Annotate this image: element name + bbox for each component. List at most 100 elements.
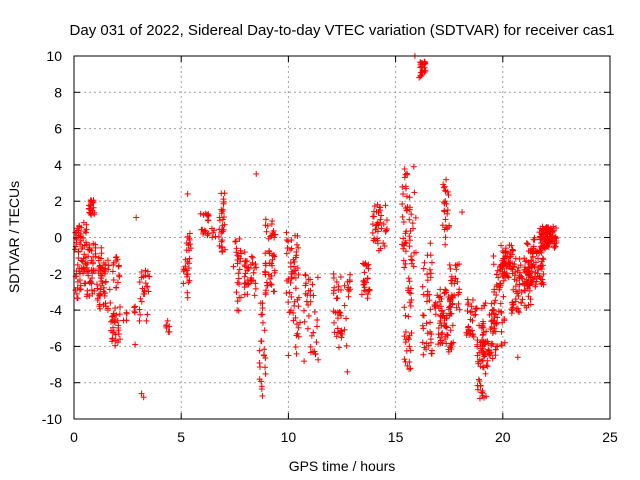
data-point: [305, 287, 312, 294]
data-point: [183, 271, 190, 278]
data-point: [333, 278, 340, 285]
data-point: [474, 341, 481, 348]
data-point: [364, 295, 371, 302]
data-point: [402, 183, 409, 190]
x-tick-label: 25: [602, 429, 618, 445]
data-point: [527, 296, 534, 303]
data-point: [421, 259, 428, 266]
data-point: [131, 309, 138, 316]
data-point: [542, 238, 549, 245]
data-point: [98, 244, 105, 251]
data-point: [449, 322, 456, 329]
data-point: [481, 394, 488, 401]
data-point: [488, 300, 495, 307]
data-point: [476, 378, 483, 385]
data-point: [220, 214, 227, 221]
data-point: [403, 193, 410, 200]
data-point: [525, 248, 532, 255]
data-point: [140, 394, 147, 401]
data-point: [515, 264, 522, 271]
data-point: [406, 278, 413, 285]
data-point: [510, 301, 517, 308]
data-point: [443, 176, 450, 183]
data-point: [427, 270, 434, 277]
data-point: [446, 224, 453, 231]
data-point: [406, 366, 413, 373]
data-point: [510, 263, 517, 270]
data-point: [440, 181, 447, 188]
data-point: [270, 227, 277, 234]
data-point: [270, 251, 277, 258]
data-point: [294, 296, 301, 303]
data-point: [262, 370, 269, 377]
data-point: [241, 249, 248, 256]
data-point: [492, 328, 499, 335]
data-point: [529, 274, 536, 281]
data-point: [362, 288, 369, 295]
data-point: [285, 352, 292, 359]
data-point: [440, 312, 447, 319]
data-point: [138, 390, 145, 397]
data-point: [285, 299, 292, 306]
data-point: [272, 231, 279, 238]
data-point: [479, 357, 486, 364]
data-point: [489, 340, 496, 347]
data-point: [477, 363, 484, 370]
data-point: [443, 324, 450, 331]
data-point: [489, 307, 496, 314]
data-point: [110, 312, 117, 319]
data-point: [85, 253, 92, 260]
data-point: [442, 234, 449, 241]
data-point: [399, 201, 406, 208]
data-point: [537, 234, 544, 241]
data-point: [133, 214, 140, 221]
data-point: [512, 269, 519, 276]
data-point: [406, 358, 413, 365]
data-point: [109, 268, 116, 275]
data-point: [251, 292, 258, 299]
data-point: [83, 226, 90, 233]
data-point: [406, 233, 413, 240]
data-point: [241, 280, 248, 287]
data-point: [98, 264, 105, 271]
data-point: [497, 300, 504, 307]
data-point: [442, 241, 449, 248]
data-point: [377, 216, 384, 223]
data-point: [492, 297, 499, 304]
data-point: [509, 260, 516, 267]
data-point: [371, 203, 378, 210]
x-axis-label: GPS time / hours: [289, 458, 396, 474]
data-point: [447, 310, 454, 317]
data-point: [244, 258, 251, 265]
data-point: [427, 339, 434, 346]
data-point: [491, 325, 498, 332]
data-point: [97, 291, 104, 298]
data-point: [144, 283, 151, 290]
data-point: [512, 298, 519, 305]
data-point: [442, 323, 449, 330]
data-point: [456, 306, 463, 313]
data-point: [446, 303, 453, 310]
data-point: [83, 268, 90, 275]
data-point: [259, 305, 266, 312]
data-point: [515, 293, 522, 299]
x-tick-label: 5: [177, 429, 185, 445]
data-point: [446, 261, 453, 268]
data-point: [113, 257, 120, 264]
data-point: [233, 249, 240, 256]
data-point: [408, 260, 415, 267]
data-point: [292, 343, 299, 350]
data-point: [474, 382, 481, 389]
data-point: [360, 277, 367, 284]
plot-frame: [73, 55, 611, 420]
data-point: [536, 229, 543, 236]
data-point: [216, 217, 223, 224]
data-point: [180, 266, 187, 273]
data-point: [496, 286, 503, 293]
data-point: [405, 336, 412, 343]
data-point: [305, 276, 312, 283]
data-point: [468, 308, 475, 315]
data-point: [253, 170, 260, 177]
data-point: [98, 278, 105, 285]
